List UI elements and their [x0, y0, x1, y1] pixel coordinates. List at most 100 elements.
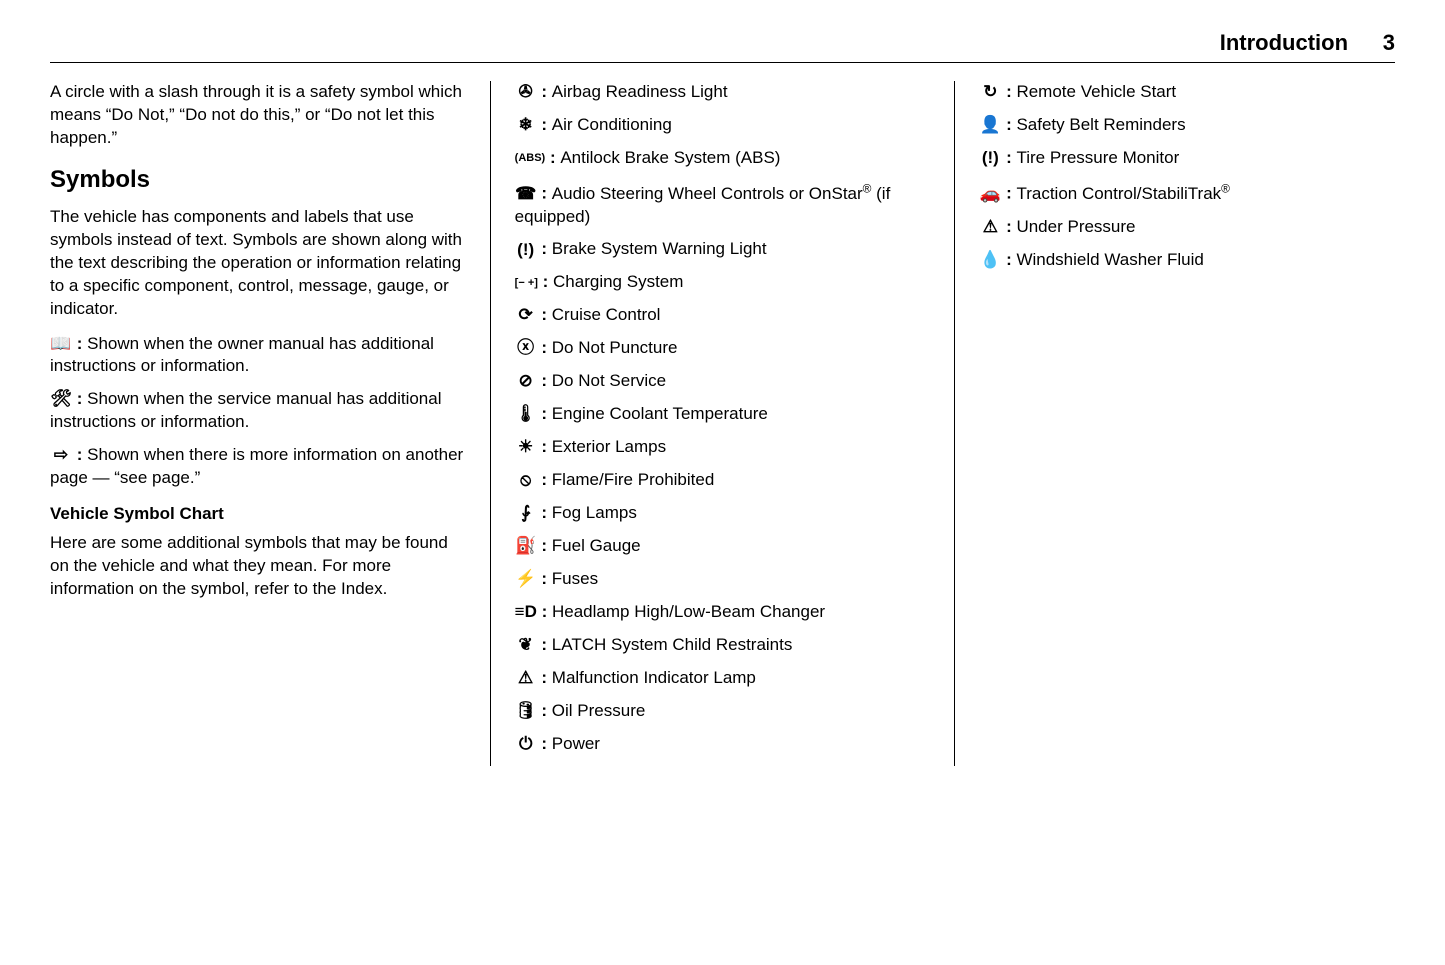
colon-separator: :: [1001, 250, 1016, 269]
chart-heading: Vehicle Symbol Chart: [50, 504, 466, 524]
symbol-entry: ⚡ : Fuses: [515, 568, 931, 591]
chart-paragraph: Here are some additional symbols that ma…: [50, 532, 466, 601]
symbol-entry: [− +] : Charging System: [515, 271, 931, 294]
symbol-label: Fog Lamps: [552, 503, 637, 522]
symbol-label: Traction Control/StabiliTrak®: [1016, 184, 1229, 203]
column-2: ✇ : Airbag Readiness Light ❄ : Air Condit…: [490, 81, 955, 766]
symbol-text: Shown when there is more information on …: [50, 445, 463, 487]
colon-separator: :: [1001, 148, 1016, 167]
symbol-icon: 📖: [50, 333, 72, 356]
symbol-text: Shown when the owner manual has addition…: [50, 334, 434, 376]
symbol-icon: 🛢: [515, 700, 537, 723]
colon-separator: :: [537, 115, 552, 134]
symbol-label: Fuel Gauge: [552, 536, 641, 555]
colon-separator: :: [1001, 115, 1016, 134]
symbol-entry: ↻ : Remote Vehicle Start: [979, 81, 1395, 104]
symbol-entry: ⟳ : Cruise Control: [515, 304, 931, 327]
colon-separator: :: [537, 305, 552, 324]
header-page-number: 3: [1383, 30, 1395, 55]
symbol-icon: ≡D: [515, 601, 537, 624]
symbol-icon: ⏻: [515, 733, 537, 756]
intro-paragraph: A circle with a slash through it is a sa…: [50, 81, 466, 150]
colon-separator: :: [1001, 82, 1016, 101]
symbol-definitions: 📖 : Shown when the owner manual has addi…: [50, 333, 466, 491]
symbol-entry: ≡D : Headlamp High/Low-Beam Changer: [515, 601, 931, 624]
colon-separator: :: [537, 338, 552, 357]
symbol-label: Malfunction Indicator Lamp: [552, 668, 756, 687]
symbol-entry: ⛽ : Fuel Gauge: [515, 535, 931, 558]
symbol-icon: [− +]: [515, 276, 538, 291]
symbol-text: Shown when the service manual has additi…: [50, 389, 442, 431]
symbol-label: Oil Pressure: [552, 701, 646, 720]
symbol-icon: ☎: [515, 183, 537, 206]
colon-separator: :: [537, 503, 552, 522]
colon-separator: :: [537, 470, 552, 489]
symbol-label: Charging System: [553, 272, 683, 291]
symbol-icon: ☀: [515, 436, 537, 459]
symbol-label: Exterior Lamps: [552, 437, 666, 456]
symbol-entry: ⏻ : Power: [515, 733, 931, 756]
colon-separator: :: [545, 148, 560, 167]
symbols-heading: Symbols: [50, 166, 466, 194]
symbol-label: Fuses: [552, 569, 598, 588]
column-3: ↻ : Remote Vehicle Start 👤 : Safety Belt …: [954, 81, 1395, 766]
symbol-icon: 🛠: [50, 388, 72, 411]
symbol-entry: ⚠ : Under Pressure: [979, 216, 1395, 239]
symbols-paragraph: The vehicle has components and labels th…: [50, 206, 466, 321]
symbol-entry: ❄ : Air Conditioning: [515, 114, 931, 137]
colon-separator: :: [537, 371, 552, 390]
symbol-icon: ❄: [515, 114, 537, 137]
colon-separator: :: [537, 635, 552, 654]
symbol-label: Power: [552, 734, 600, 753]
symbol-label: Airbag Readiness Light: [552, 82, 728, 101]
symbol-label: LATCH System Child Restraints: [552, 635, 793, 654]
symbol-entry: (!) : Tire Pressure Monitor: [979, 147, 1395, 170]
symbol-entry: 🛢 : Oil Pressure: [515, 700, 931, 723]
colon-separator: :: [537, 701, 552, 720]
colon-separator: :: [72, 389, 87, 408]
symbol-entry: 👤 : Safety Belt Reminders: [979, 114, 1395, 137]
symbol-label: Air Conditioning: [552, 115, 672, 134]
colon-separator: :: [72, 334, 87, 353]
symbol-icon: (ABS): [515, 151, 546, 166]
colon-separator: :: [1001, 217, 1016, 236]
symbol-icon: ⚠: [515, 667, 537, 690]
symbol-entry: 🌡 : Engine Coolant Temperature: [515, 403, 931, 426]
colon-separator: :: [537, 536, 552, 555]
symbol-icon: ⛽: [515, 535, 537, 558]
symbol-icon: 💧: [979, 249, 1001, 272]
symbol-icon: ⓧ: [515, 337, 537, 360]
symbol-icon: 🚗: [979, 183, 1001, 206]
symbol-label: Headlamp High/Low-Beam Changer: [552, 602, 825, 621]
symbol-entry: (!) : Brake System Warning Light: [515, 238, 931, 261]
colon-separator: :: [1001, 184, 1016, 203]
symbol-label: Brake System Warning Light: [552, 239, 767, 258]
symbol-definition: ⇨ : Shown when there is more information…: [50, 444, 466, 490]
symbol-label: Do Not Service: [552, 371, 666, 390]
symbol-entry: ⚠ : Malfunction Indicator Lamp: [515, 667, 931, 690]
symbol-label: Remote Vehicle Start: [1016, 82, 1176, 101]
symbol-definition: 📖 : Shown when the owner manual has addi…: [50, 333, 466, 379]
symbol-icon: 👤: [979, 114, 1001, 137]
symbol-entry: (ABS) : Antilock Brake System (ABS): [515, 147, 931, 170]
symbol-icon: ⚡: [515, 568, 537, 591]
symbol-definition: 🛠 : Shown when the service manual has ad…: [50, 388, 466, 434]
colon-separator: :: [537, 404, 552, 423]
colon-separator: :: [537, 668, 552, 687]
colon-separator: :: [537, 437, 552, 456]
symbol-label: Under Pressure: [1016, 217, 1135, 236]
symbol-icon: ✇: [515, 81, 537, 104]
symbol-entry: ✇ : Airbag Readiness Light: [515, 81, 931, 104]
symbol-icon: ⨑: [515, 502, 537, 525]
colon-separator: :: [537, 239, 552, 258]
colon-separator: :: [537, 184, 552, 203]
symbol-label: Tire Pressure Monitor: [1016, 148, 1179, 167]
symbol-icon: ⟳: [515, 304, 537, 327]
symbol-entry: ⓧ : Do Not Puncture: [515, 337, 931, 360]
symbol-label: Do Not Puncture: [552, 338, 678, 357]
header-title: Introduction: [1220, 30, 1348, 55]
symbol-icon: ⊘: [515, 370, 537, 393]
symbol-label: Audio Steering Wheel Controls or OnStar®…: [515, 184, 891, 226]
symbol-entry: ☎ : Audio Steering Wheel Controls or OnS…: [515, 180, 931, 229]
symbol-entry: 🚗 : Traction Control/StabiliTrak®: [979, 180, 1395, 206]
